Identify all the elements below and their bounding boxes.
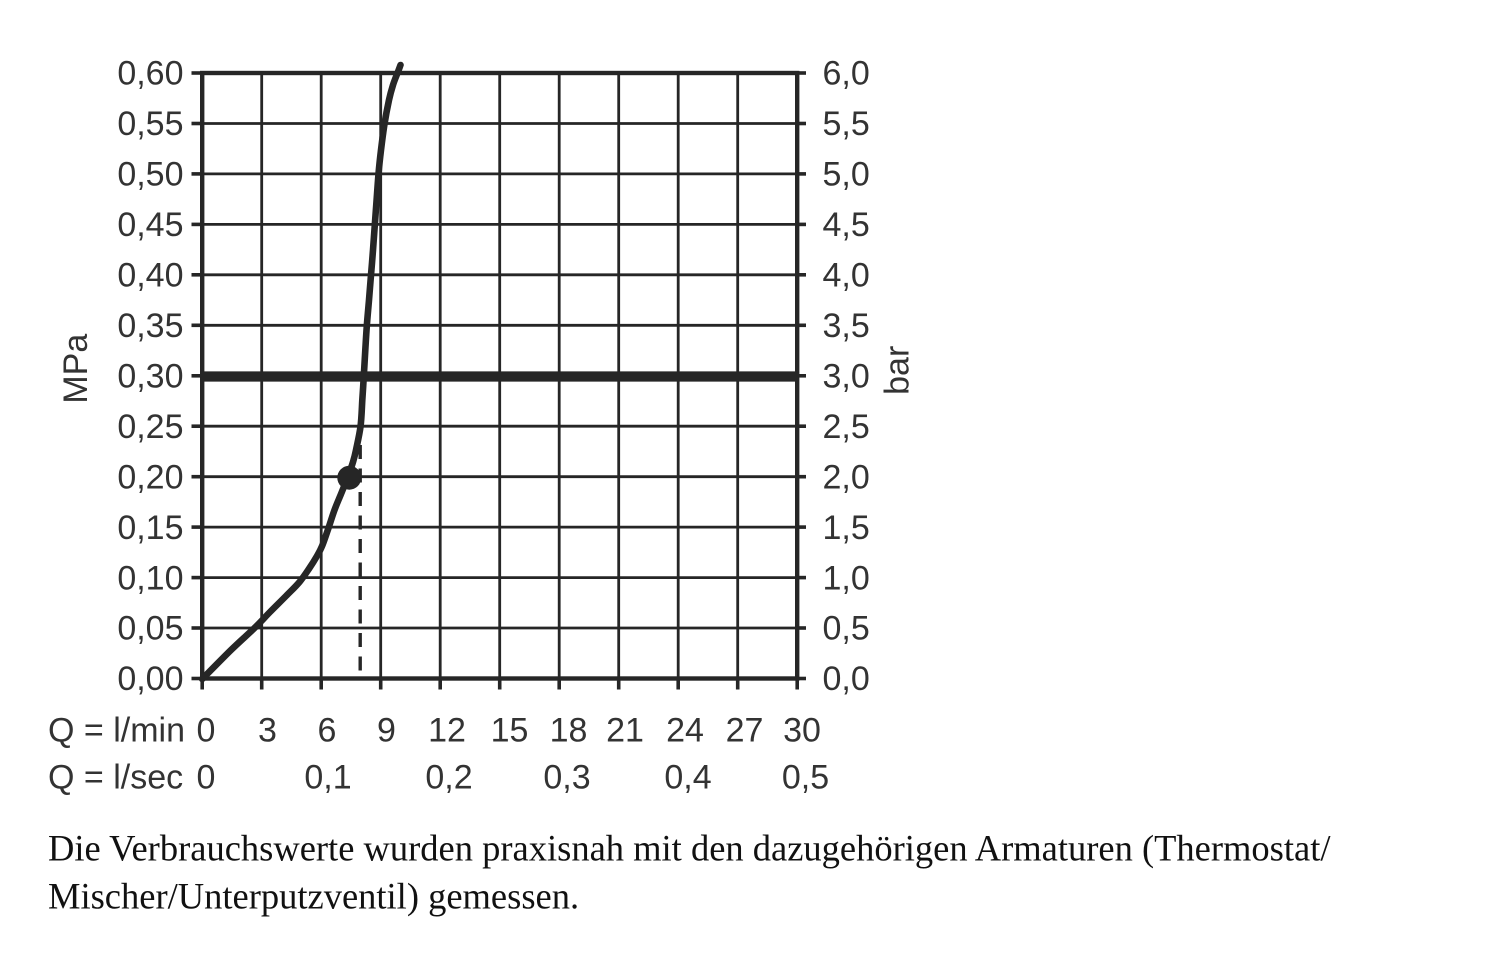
- svg-text:0,20: 0,20: [117, 458, 183, 496]
- svg-text:0: 0: [197, 759, 216, 797]
- svg-text:Die Verbrauchswerte wurden pra: Die Verbrauchswerte wurden praxisnah mit…: [48, 828, 1331, 869]
- svg-text:5,0: 5,0: [823, 156, 870, 194]
- svg-text:2,0: 2,0: [823, 458, 870, 496]
- svg-text:0,5: 0,5: [782, 759, 829, 797]
- svg-text:0,45: 0,45: [117, 206, 183, 244]
- svg-text:0,40: 0,40: [117, 257, 183, 295]
- svg-text:MPa: MPa: [57, 334, 95, 404]
- svg-text:0,2: 0,2: [425, 759, 472, 797]
- svg-text:1,5: 1,5: [823, 509, 870, 547]
- svg-text:4,0: 4,0: [823, 257, 870, 295]
- svg-text:0,50: 0,50: [117, 156, 183, 194]
- svg-text:0,25: 0,25: [117, 408, 183, 446]
- svg-text:0,3: 0,3: [543, 759, 590, 797]
- svg-text:30: 30: [783, 712, 821, 750]
- svg-text:3,5: 3,5: [823, 307, 870, 345]
- svg-text:0,30: 0,30: [117, 357, 183, 395]
- svg-text:15: 15: [491, 712, 529, 750]
- svg-text:3: 3: [258, 712, 277, 750]
- svg-text:0,4: 0,4: [664, 759, 711, 797]
- svg-text:0,10: 0,10: [117, 559, 183, 597]
- svg-text:0,05: 0,05: [117, 610, 183, 648]
- svg-text:Mischer/Unterputzventil) gemes: Mischer/Unterputzventil) gemessen.: [48, 876, 579, 917]
- svg-text:4,5: 4,5: [823, 206, 870, 244]
- svg-text:0,5: 0,5: [823, 610, 870, 648]
- svg-text:0,15: 0,15: [117, 509, 183, 547]
- svg-text:2,5: 2,5: [823, 408, 870, 446]
- svg-text:Q = l/sec: Q = l/sec: [48, 759, 183, 797]
- svg-text:1,0: 1,0: [823, 559, 870, 597]
- svg-text:0,55: 0,55: [117, 105, 183, 143]
- svg-text:21: 21: [606, 712, 644, 750]
- svg-text:0,0: 0,0: [823, 660, 870, 698]
- svg-text:12: 12: [428, 712, 466, 750]
- svg-text:5,5: 5,5: [823, 105, 870, 143]
- svg-text:Q = l/min: Q = l/min: [48, 712, 185, 750]
- svg-text:27: 27: [726, 712, 764, 750]
- svg-text:18: 18: [550, 712, 588, 750]
- svg-text:24: 24: [666, 712, 704, 750]
- svg-text:0,35: 0,35: [117, 307, 183, 345]
- svg-text:0,1: 0,1: [304, 759, 351, 797]
- svg-text:6,0: 6,0: [823, 55, 870, 93]
- svg-text:bar: bar: [879, 346, 917, 395]
- svg-text:9: 9: [377, 712, 396, 750]
- svg-text:3,0: 3,0: [823, 357, 870, 395]
- svg-text:0,00: 0,00: [117, 660, 183, 698]
- svg-text:6: 6: [318, 712, 337, 750]
- svg-text:0: 0: [197, 712, 216, 750]
- svg-text:0,60: 0,60: [117, 55, 183, 93]
